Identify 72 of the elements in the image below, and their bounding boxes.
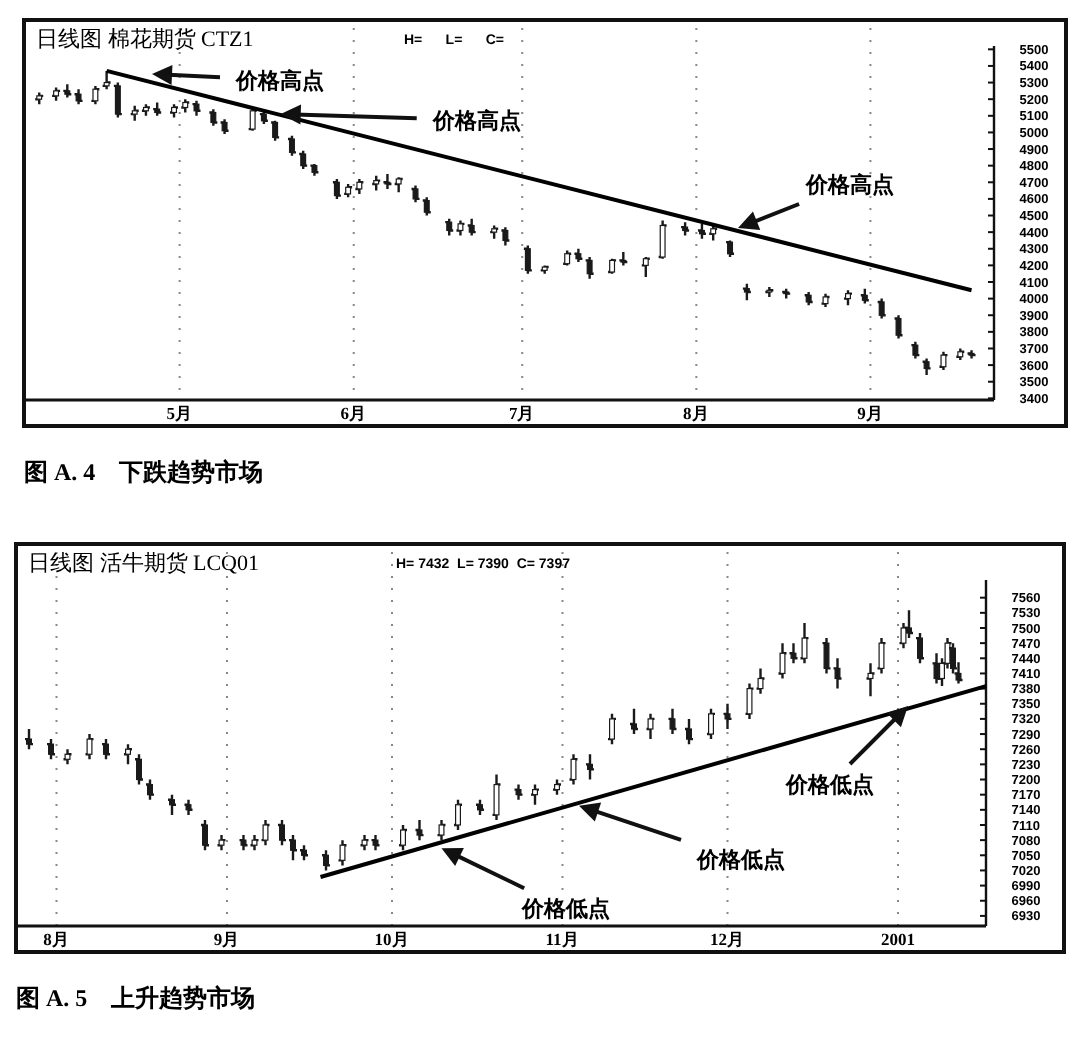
text: 图 A. 5 上升趋势市场 — [16, 984, 256, 1012]
candlestick — [412, 184, 419, 204]
x-tick-label: 9月 — [213, 929, 241, 949]
candlestick — [570, 753, 577, 786]
chart-title: 日线图 活牛期货 LCQ01 — [28, 550, 259, 576]
candlestick — [923, 357, 930, 377]
candlestick — [724, 702, 731, 731]
x-tick-label: 2001 — [881, 929, 915, 949]
candlestick — [438, 818, 445, 842]
candlestick — [586, 255, 593, 280]
candlestick — [240, 833, 247, 852]
candlestick — [210, 107, 217, 127]
candlestick — [86, 732, 93, 761]
candlestick — [185, 798, 192, 817]
candlestick — [457, 219, 464, 237]
candlestick — [272, 119, 279, 142]
x-tick-label: 9月 — [857, 403, 884, 423]
candlestick — [395, 176, 402, 194]
candlestick — [940, 350, 947, 372]
candlestick — [221, 117, 228, 136]
candlestick — [502, 225, 509, 247]
annotation: 价格低点 — [519, 895, 610, 922]
candlestick — [642, 255, 649, 279]
candlestick — [468, 217, 475, 237]
x-tick-label: 7月 — [508, 403, 536, 423]
candlestick — [92, 84, 99, 106]
candlestick — [515, 783, 522, 801]
candlestick — [333, 177, 340, 201]
candlestick — [823, 636, 830, 675]
candlestick — [75, 88, 82, 106]
x-tick-label: 8月 — [683, 403, 710, 423]
candlestick — [912, 340, 919, 360]
candlestick — [647, 712, 654, 741]
x-tick-label: 6月 — [340, 403, 367, 423]
candlestick — [361, 833, 368, 852]
candlestick — [416, 818, 423, 842]
annotation: 价格低点 — [784, 771, 874, 798]
candlestick — [400, 823, 406, 852]
candlestick — [249, 106, 256, 132]
x-tick-label: 10月 — [374, 929, 410, 949]
candlestick — [339, 838, 346, 867]
candlestick — [114, 81, 121, 119]
candlestick — [710, 224, 717, 242]
annotation: 价格高点 — [430, 107, 521, 134]
x-tick-label: 8月 — [43, 929, 70, 949]
candlestick — [878, 297, 885, 320]
candlestick — [493, 773, 500, 822]
candlestick — [218, 833, 225, 852]
candlestick — [878, 636, 885, 675]
candlestick — [609, 257, 616, 275]
text: 图 A. 4 下跌趋势市场 — [24, 458, 264, 486]
x-tick-label: 5月 — [166, 403, 193, 423]
candlestick — [455, 798, 461, 832]
candlestick — [64, 748, 71, 766]
candlestick — [103, 69, 110, 91]
candlestick — [193, 99, 200, 117]
candlestick — [779, 641, 786, 680]
candlestick — [669, 707, 676, 736]
x-tick-label: 12月 — [710, 929, 745, 949]
chart-title: 日线图 棉花期货 CTZ1 — [36, 26, 254, 52]
annotation: 价格高点 — [234, 67, 324, 94]
candlestick — [867, 662, 874, 698]
candlestick — [933, 652, 940, 685]
candlestick — [131, 104, 138, 122]
candlestick — [895, 314, 902, 340]
candlestick — [659, 219, 666, 260]
candlestick — [746, 682, 753, 721]
candlestick — [564, 249, 571, 267]
x-tick-label: 11月 — [545, 929, 580, 949]
annotation: 价格高点 — [804, 171, 894, 198]
candlestick — [356, 177, 363, 196]
annotation: 价格低点 — [695, 847, 785, 874]
